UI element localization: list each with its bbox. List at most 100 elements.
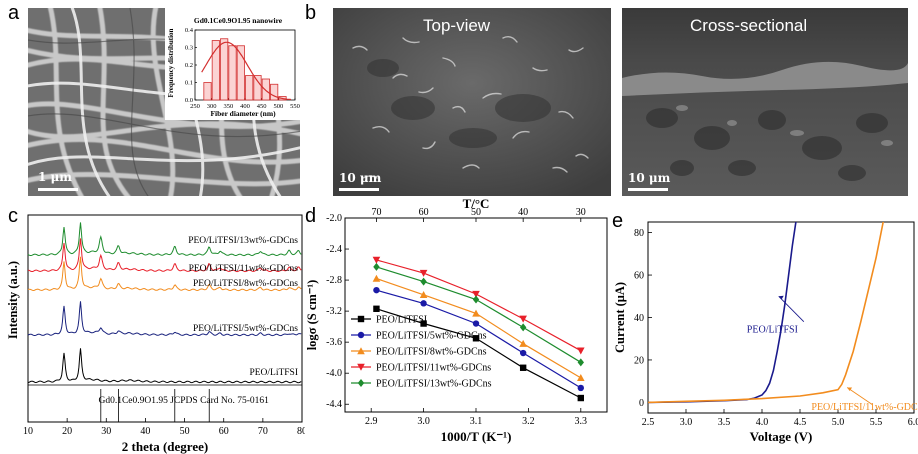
top-tick-label: 50 <box>471 207 481 218</box>
panel-letter-c: c <box>8 205 18 227</box>
y-tick-label: -2.4 <box>326 244 342 255</box>
panel-letter-a: a <box>8 2 20 24</box>
data-point <box>373 305 380 312</box>
legend-label: PEO/LiTFSI/5wt%-GDCns <box>376 331 487 342</box>
y-tick-label: 0.3 <box>185 45 193 52</box>
series-label: PEO/LiTFSI/11wt%-GDCns <box>811 402 918 413</box>
y-tick-label: 0.0 <box>185 97 193 104</box>
y-tick-label: 40 <box>634 313 644 324</box>
y-tick-label: 80 <box>634 228 644 239</box>
data-point <box>519 349 527 357</box>
x-tick-label: 2.9 <box>365 416 378 427</box>
data-point <box>577 347 585 355</box>
data-point <box>519 339 527 347</box>
plot-frame <box>27 214 303 423</box>
histogram-bar <box>211 40 220 101</box>
series-label: PEO/LiTFSI/11wt%-GDCns <box>189 264 299 274</box>
xrd-curve <box>27 301 302 337</box>
x-tick-label: 500 <box>273 103 283 110</box>
x-tick-label: 3.0 <box>417 416 430 427</box>
data-point <box>472 295 480 304</box>
x-tick-label: 20 <box>62 426 72 437</box>
x-tick-label: 3.5 <box>718 417 731 428</box>
y-tick-label: 60 <box>634 271 644 282</box>
top-view-texture <box>333 8 611 196</box>
data-point <box>419 269 428 277</box>
sem-image-top-view: Top-view 10 μm <box>333 8 611 196</box>
top-tick-label: 40 <box>518 207 528 218</box>
data-point <box>372 274 381 282</box>
lsv-chart: 2.5 3.0 3.5 4.0 4.5 5.0 5.5 6.0 0 20 40 60 80 PEO/LiT… <box>613 221 918 444</box>
data-point <box>357 315 365 323</box>
y-tick-label: -3.2 <box>326 306 342 317</box>
x-tick-label: 80 <box>297 426 305 437</box>
x-tick-label: 4.0 <box>756 417 769 428</box>
y-tick-label: -2.8 <box>326 275 342 286</box>
data-point <box>419 291 428 299</box>
data-point <box>472 335 480 342</box>
top-tick-label: 30 <box>576 207 586 218</box>
data-point <box>373 262 380 271</box>
panel-letter-b: b <box>305 2 317 24</box>
data-point <box>577 358 584 367</box>
y-tick-label: 0.4 <box>185 27 194 34</box>
cross-section-label: Cross-sectional <box>690 16 808 35</box>
y-axis-label: Intensity (a.u.) <box>6 261 20 339</box>
top-tick-label: 60 <box>419 207 429 218</box>
histogram-bar <box>245 75 254 101</box>
arrow-head <box>778 295 784 300</box>
x-tick-label: 70 <box>258 426 268 437</box>
x-tick-label: 5.0 <box>832 417 845 428</box>
y-tick-label: -3.6 <box>326 337 342 348</box>
x-axis-label: 1000/T (K⁻¹) <box>441 429 512 444</box>
data-point <box>357 347 365 355</box>
data-point <box>577 374 585 382</box>
histogram-bar <box>253 75 262 101</box>
x-tick-label: 5.5 <box>870 417 883 428</box>
legend-label: PEO/LiTFSI/8wt%-GDCns <box>376 347 487 358</box>
inset-histogram: Gd0.1Ce0.9O1.95 nanowire 250 300 350 400 450… <box>165 8 300 120</box>
x-tick-label: 3.3 <box>575 416 588 427</box>
x-tick-label: 550 <box>290 103 300 110</box>
xrd-curve <box>27 222 302 257</box>
xrd-curve <box>27 238 302 273</box>
xrd-chart: PEO/LiTFSI PEO/LiTFSI/5wt%-GDCns PEO/LiTFS… <box>6 214 305 454</box>
x-tick-label: 3.1 <box>470 416 483 427</box>
y-tick-label: -2.0 <box>326 213 342 224</box>
data-point <box>420 277 427 286</box>
histogram-bar <box>220 38 229 101</box>
scale-bar-label-cross-section: 10 μm <box>628 171 671 185</box>
data-point <box>372 256 381 264</box>
x-tick-label: 3.0 <box>680 417 693 428</box>
x-tick-label: 450 <box>257 103 267 110</box>
scale-bar-label-a: 1 μm <box>38 170 73 184</box>
y-tick-label: 20 <box>634 355 644 366</box>
xrd-curve <box>27 348 302 384</box>
series-label: PEO/LiTFSI/8wt%-GDCns <box>193 279 298 289</box>
y-axis-label: logσ (S cm⁻¹) <box>305 280 319 351</box>
histogram-bar <box>236 45 245 101</box>
xrd-curve <box>27 256 302 292</box>
arrow-head <box>847 387 853 392</box>
series-label: PEO/LiTFSI/13wt%-GDCns <box>188 236 298 246</box>
x-tick-label: 6.0 <box>908 417 918 428</box>
plot-frame <box>647 221 915 414</box>
annotation-arrow <box>778 295 805 323</box>
data-point <box>420 320 427 327</box>
x-tick-label: 4.5 <box>794 417 807 428</box>
x-tick-label: 250 <box>190 103 200 110</box>
x-tick-label: 2.5 <box>642 417 655 428</box>
inset-xlabel: Fiber diameter (nm) <box>210 109 276 118</box>
data-point <box>519 315 527 323</box>
data-point <box>472 290 480 298</box>
data-point <box>373 286 380 294</box>
y-axis-label: Current (μA) <box>613 282 627 353</box>
data-point <box>577 394 584 402</box>
y-tick-label: 0 <box>639 398 644 409</box>
top-view-label: Top-view <box>423 16 491 35</box>
series-label: PEO/LiTFSI/5wt%-GDCns <box>193 324 298 334</box>
x-tick-label: 30 <box>101 426 111 437</box>
x-tick-label: 3.2 <box>522 416 535 427</box>
conductivity-chart: 2.9 3.0 3.1 3.2 3.3 70 60 50 40 30 -4.4 -4.0 -3.6 -3.… <box>305 196 608 444</box>
scale-bar <box>339 188 379 191</box>
